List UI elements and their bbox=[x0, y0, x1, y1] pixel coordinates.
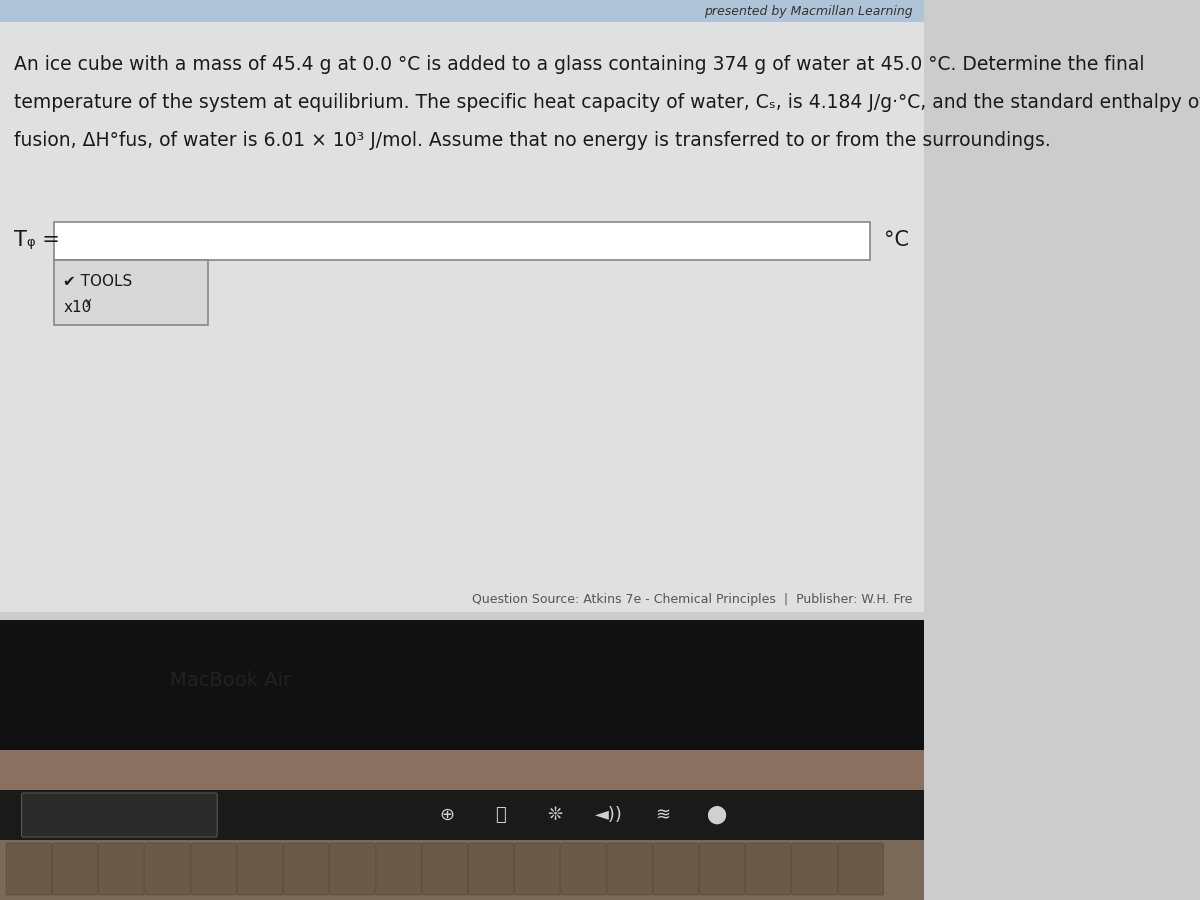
Text: presented by Macmillan Learning: presented by Macmillan Learning bbox=[704, 4, 913, 17]
Text: ✔ TOOLS: ✔ TOOLS bbox=[64, 274, 132, 290]
FancyBboxPatch shape bbox=[468, 843, 514, 895]
Text: 〈: 〈 bbox=[496, 806, 506, 824]
Text: ≋: ≋ bbox=[655, 806, 670, 824]
FancyBboxPatch shape bbox=[6, 843, 52, 895]
Text: °C: °C bbox=[884, 230, 910, 250]
FancyBboxPatch shape bbox=[376, 843, 421, 895]
Text: y: y bbox=[85, 297, 91, 307]
FancyBboxPatch shape bbox=[238, 843, 283, 895]
Text: ⊕: ⊕ bbox=[439, 806, 455, 824]
FancyBboxPatch shape bbox=[700, 843, 745, 895]
FancyBboxPatch shape bbox=[560, 843, 606, 895]
FancyBboxPatch shape bbox=[98, 843, 144, 895]
FancyBboxPatch shape bbox=[53, 843, 98, 895]
FancyBboxPatch shape bbox=[653, 843, 698, 895]
FancyBboxPatch shape bbox=[54, 222, 870, 260]
FancyBboxPatch shape bbox=[0, 0, 924, 22]
Text: Tᵩ =: Tᵩ = bbox=[14, 230, 60, 250]
FancyBboxPatch shape bbox=[0, 750, 924, 850]
Text: fusion, ΔH°fus, of water is 6.01 × 10³ J/mol. Assume that no energy is transferr: fusion, ΔH°fus, of water is 6.01 × 10³ J… bbox=[14, 131, 1051, 150]
Text: ⬤: ⬤ bbox=[707, 806, 726, 824]
FancyBboxPatch shape bbox=[607, 843, 653, 895]
FancyBboxPatch shape bbox=[283, 843, 329, 895]
Text: ◄)): ◄)) bbox=[594, 806, 623, 824]
Text: ❊: ❊ bbox=[547, 806, 562, 824]
FancyBboxPatch shape bbox=[515, 843, 560, 895]
FancyBboxPatch shape bbox=[330, 843, 376, 895]
FancyBboxPatch shape bbox=[745, 843, 791, 895]
FancyBboxPatch shape bbox=[838, 843, 883, 895]
FancyBboxPatch shape bbox=[0, 620, 924, 750]
FancyBboxPatch shape bbox=[7, 30, 917, 195]
Text: temperature of the system at equilibrium. The specific heat capacity of water, C: temperature of the system at equilibrium… bbox=[14, 94, 1200, 112]
FancyBboxPatch shape bbox=[792, 843, 838, 895]
FancyBboxPatch shape bbox=[0, 790, 924, 840]
Text: MacBook Air: MacBook Air bbox=[170, 670, 292, 689]
FancyBboxPatch shape bbox=[0, 22, 924, 612]
FancyBboxPatch shape bbox=[422, 843, 468, 895]
FancyBboxPatch shape bbox=[145, 843, 191, 895]
Text: An ice cube with a mass of 45.4 g at 0.0 °C is added to a glass containing 374 g: An ice cube with a mass of 45.4 g at 0.0… bbox=[14, 56, 1145, 75]
Text: Question Source: Atkins 7e - Chemical Principles  |  Publisher: W.H. Fre: Question Source: Atkins 7e - Chemical Pr… bbox=[473, 593, 913, 607]
Text: x10: x10 bbox=[64, 301, 91, 316]
FancyBboxPatch shape bbox=[54, 260, 208, 325]
FancyBboxPatch shape bbox=[0, 840, 924, 900]
FancyBboxPatch shape bbox=[191, 843, 236, 895]
FancyBboxPatch shape bbox=[22, 793, 217, 837]
